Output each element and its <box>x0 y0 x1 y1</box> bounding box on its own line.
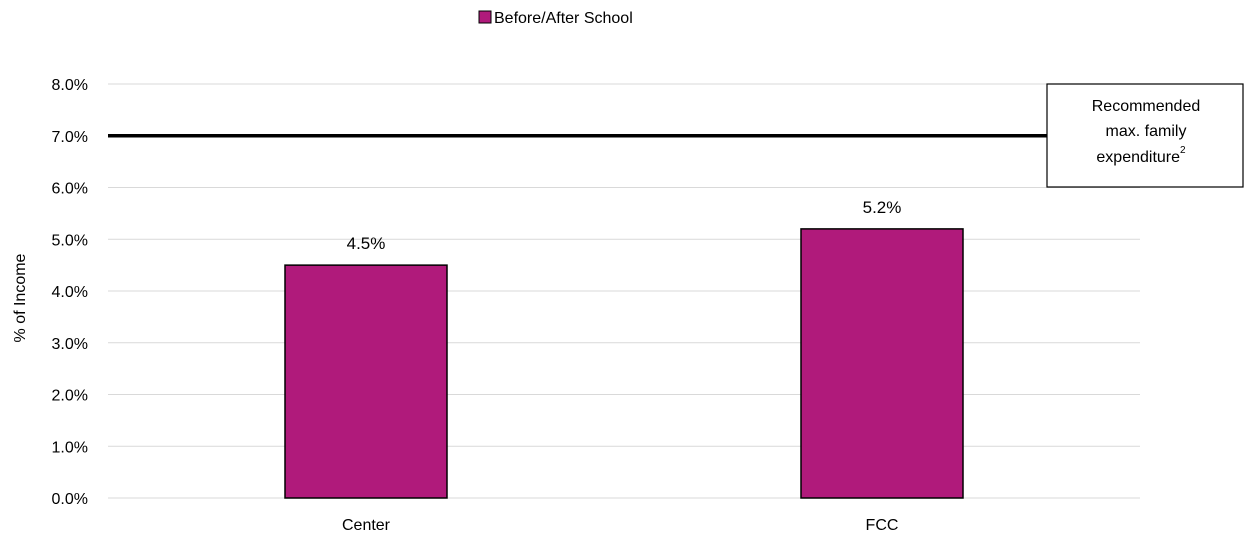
data-labels: 4.5% 5.2% <box>347 198 902 253</box>
bar-fcc <box>800 228 964 499</box>
legend-label: Before/After School <box>494 10 633 27</box>
y-tick-label: 4.0% <box>52 284 88 301</box>
x-tick-labels: Center FCC <box>342 517 898 534</box>
annotation-box: Recommended max. family expenditure2 <box>1046 83 1244 188</box>
y-tick-label: 7.0% <box>52 129 88 146</box>
data-label: 4.5% <box>347 234 386 253</box>
bars <box>284 228 964 499</box>
x-tick-label: Center <box>342 517 391 534</box>
x-tick-label: FCC <box>866 517 899 534</box>
data-label: 5.2% <box>863 198 902 217</box>
annotation-line-3-text: expenditure <box>1096 149 1180 166</box>
gridlines <box>108 83 1140 499</box>
bar-center <box>284 264 448 499</box>
annotation-line-1: Recommended <box>1092 98 1201 115</box>
legend: Before/After School <box>478 10 633 27</box>
y-tick-label: 2.0% <box>52 388 88 405</box>
y-tick-labels: 0.0% 1.0% 2.0% 3.0% 4.0% 5.0% 6.0% 7.0% 8.0% <box>52 77 88 508</box>
annotation-line-2: max. family <box>1106 123 1187 140</box>
y-tick-label: 0.0% <box>52 491 88 508</box>
y-tick-label: 8.0% <box>52 77 88 94</box>
annotation-superscript: 2 <box>1180 145 1186 156</box>
legend-swatch <box>478 10 492 24</box>
y-tick-label: 3.0% <box>52 336 88 353</box>
y-axis-label: % of Income <box>12 253 29 342</box>
y-tick-label: 6.0% <box>52 181 88 198</box>
annotation-line-3: expenditure2 <box>1096 145 1186 166</box>
y-tick-label: 1.0% <box>52 439 88 456</box>
y-tick-label: 5.0% <box>52 232 88 249</box>
